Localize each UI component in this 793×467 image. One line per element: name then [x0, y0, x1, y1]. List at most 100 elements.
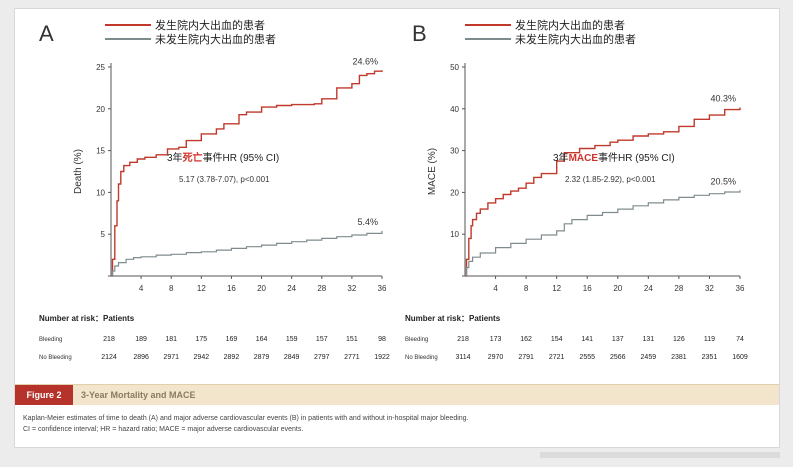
bottom-shadow: [540, 452, 780, 458]
risk-cell-a-0-9: 98: [378, 336, 386, 343]
risk-cell-a-1-9: 1922: [374, 354, 390, 361]
risk-label-b-bleeding: Bleeding: [405, 337, 429, 343]
risk-cell-b-1-0: 3114: [455, 354, 471, 361]
risk-cell-a-0-5: 164: [255, 336, 268, 343]
risk-cell-a-0-7: 157: [315, 336, 328, 343]
y-tick-label-b-10: 10: [450, 230, 459, 239]
x-tick-label-a-32: 32: [347, 284, 356, 293]
end-label-a-0: 24.6%: [352, 56, 378, 66]
y-tick-label-b-20: 20: [450, 188, 459, 197]
y-tick-label-a-5: 5: [101, 230, 106, 239]
series-line-b-1: [465, 190, 741, 277]
risk-cell-b-0-6: 131: [642, 336, 655, 343]
x-tick-label-b-24: 24: [644, 284, 653, 293]
y-axis-label-a: Death (%): [73, 149, 84, 194]
risk-cell-b-0-9: 74: [736, 336, 744, 343]
risk-cell-b-1-6: 2459: [640, 354, 657, 361]
series-line-a-0: [111, 70, 383, 277]
risk-cell-b-0-2: 162: [520, 336, 532, 343]
hr-title-prefix-a: 3年: [167, 151, 183, 164]
y-tick-label-b-50: 50: [450, 63, 459, 72]
risk-cell-b-1-1: 2970: [487, 354, 504, 361]
legend-entry-b-0: 发生院内大出血的患者: [515, 18, 625, 32]
x-tick-label-b-28: 28: [674, 284, 683, 293]
legend-entry-a-1: 未发生院内大出血的患者: [155, 32, 276, 46]
end-label-b-1: 20.5%: [710, 176, 736, 186]
figure-caption: Kaplan-Meier estimates of time to death …: [23, 413, 763, 435]
series-line-b-0: [465, 107, 741, 277]
risk-cell-b-0-1: 173: [489, 336, 502, 343]
end-label-b-0: 40.3%: [710, 94, 736, 104]
risk-label-b-nobleeding: No Bleeding: [405, 355, 438, 361]
risk-row-b-nobleeding: 3114 2970 2791 2721 2555 2566 2459 2381 2351 1609: [15, 354, 779, 364]
risk-cell-a-0-6: 159: [285, 336, 298, 343]
figure-card: A 发生院内大出血的患者 未发生院内大出血的患者 5 10 15 20 25 4 8 12 16 20 2…: [14, 8, 780, 448]
risk-cell-a-0-0: 218: [103, 336, 115, 343]
risk-cell-a-0-4: 169: [225, 336, 238, 343]
risk-row-a-nobleeding: 2124 2896 2971 2942 2892 2879 2849 2797 2771 1922: [15, 354, 395, 364]
caption-line-2: CI = confidence interval; HR = hazard ra…: [23, 426, 304, 433]
end-label-a-1: 5.4%: [357, 217, 378, 227]
hr-title-b: 3年MACE事件HR (95% CI): [553, 151, 675, 164]
risk-cell-a-1-5: 2879: [253, 354, 270, 361]
risk-cell-b-0-7: 126: [673, 336, 685, 343]
x-tick-label-b-20: 20: [613, 284, 622, 293]
x-tick-label-b-16: 16: [583, 284, 592, 293]
hr-title-suffix-b: 事件HR (95% CI): [598, 151, 675, 164]
risk-cell-b-1-2: 2791: [518, 354, 534, 361]
risk-cell-b-0-8: 119: [703, 336, 716, 343]
risk-label-a-nobleeding: No Bleeding: [39, 355, 72, 361]
risk-cell-b-0-3: 154: [550, 336, 563, 343]
figure-badge: Figure 2: [15, 385, 73, 405]
risk-cell-a-1-8: 2771: [344, 354, 360, 361]
y-tick-label-b-30: 30: [450, 147, 459, 156]
y-tick-label-a-15: 15: [96, 147, 105, 156]
risk-cell-b-1-9: 1609: [732, 354, 748, 361]
risk-cell-a-0-8: 151: [346, 336, 358, 343]
hr-value-a: 5.17 (3.78-7.07), p<0.001: [179, 175, 270, 184]
y-tick-label-a-20: 20: [96, 105, 105, 114]
hr-title-highlight-a: 死亡: [183, 151, 203, 164]
x-tick-label-b-4: 4: [493, 284, 498, 293]
risk-cell-b-1-5: 2566: [609, 354, 626, 361]
risk-cell-a-0-1: 189: [135, 336, 147, 343]
figure-title-bar: Figure 2 3-Year Mortality and MACE: [15, 384, 779, 405]
risk-cell-a-1-1: 2896: [133, 354, 149, 361]
risk-cell-b-0-4: 141: [581, 336, 594, 343]
y-tick-label-a-25: 25: [96, 63, 105, 72]
x-tick-label-b-32: 32: [705, 284, 714, 293]
x-tick-label-a-20: 20: [257, 284, 266, 293]
risk-cell-a-0-2: 181: [165, 336, 178, 343]
risk-cell-a-1-6: 2849: [283, 354, 300, 361]
x-tick-label-a-36: 36: [378, 284, 387, 293]
risk-cell-b-1-7: 2381: [671, 354, 687, 361]
risk-cell-a-1-2: 2971: [163, 354, 179, 361]
x-tick-label-a-16: 16: [227, 284, 236, 293]
hr-title-prefix-b: 3年: [553, 151, 569, 164]
y-tick-label-b-40: 40: [450, 105, 459, 114]
panel-label-b: B: [412, 21, 427, 46]
hr-title-a: 3年死亡事件HR (95% CI): [167, 151, 279, 164]
risk-row-a-bleeding: 218 189 181 175 169 164 159 157 151 98: [15, 336, 395, 346]
y-tick-label-a-10: 10: [96, 188, 105, 197]
risk-cell-b-1-4: 2555: [579, 354, 595, 361]
x-tick-label-a-12: 12: [197, 284, 206, 293]
risk-cell-b-1-3: 2721: [548, 354, 565, 361]
hr-title-highlight-b: MACE: [569, 153, 599, 164]
legend-entry-b-1: 未发生院内大出血的患者: [515, 32, 636, 46]
risk-cell-b-0-0: 218: [457, 336, 469, 343]
risk-cell-a-1-0: 2124: [101, 354, 117, 361]
risk-header-b: Number at risk：Patients: [405, 314, 501, 323]
figure-title: 3-Year Mortality and MACE: [81, 390, 196, 400]
x-tick-label-a-4: 4: [139, 284, 144, 293]
series-line-a-1: [111, 230, 383, 277]
risk-cell-b-0-5: 137: [611, 336, 624, 343]
panel-label-a: A: [39, 21, 54, 46]
risk-header-a: Number at risk：Patients: [39, 314, 135, 323]
risk-cell-b-1-8: 2351: [701, 354, 718, 361]
risk-cell-a-1-3: 2942: [193, 354, 210, 361]
x-tick-label-a-24: 24: [287, 284, 296, 293]
